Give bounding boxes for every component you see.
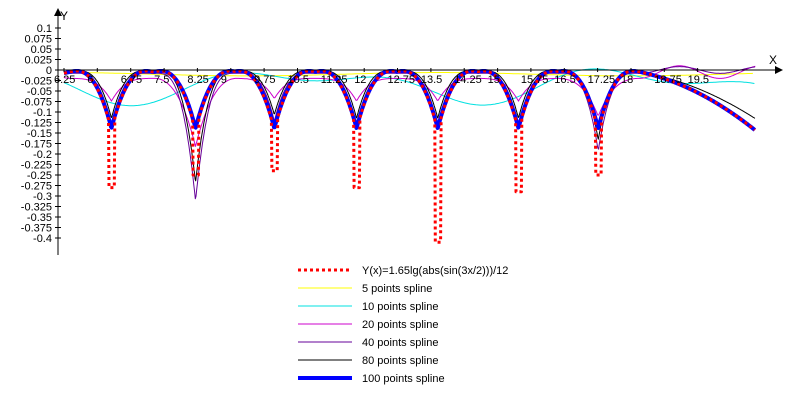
x-tick-label: 6 [87, 74, 93, 86]
x-ticks: 6.25 6 6.75 7.5 8.25 9 9.75 10.5 11.25 12 12.75 13.… [54, 68, 709, 86]
x-tick-label: 6.25 [54, 74, 75, 86]
y-tick-label: -0.025 [21, 76, 52, 88]
legend-label: Y(x)=1.65lg(abs(sin(3x/2)))/12 [362, 265, 508, 277]
y-tick-label: -0.25 [27, 170, 52, 182]
y-tick-label: -0.35 [27, 212, 52, 224]
x-tick-label: 12 [354, 74, 366, 86]
y-tick-label: -0.2 [33, 149, 52, 161]
x-tick-label: 17.25 [588, 74, 616, 86]
legend-label: 20 points spline [362, 319, 438, 331]
y-tick-label: 0.025 [24, 55, 52, 67]
y-tick-label: 0.05 [31, 44, 52, 56]
legend-label: 10 points spline [362, 301, 438, 313]
y-tick-label: -0.175 [21, 139, 52, 151]
y-tick-label: -0.075 [21, 97, 52, 109]
x-axis-arrow [775, 66, 783, 74]
series-line-0 [63, 69, 756, 244]
x-tick-label: 18.75 [654, 74, 682, 86]
y-tick-label: -0.225 [21, 160, 52, 172]
axes: X Y [54, 8, 783, 255]
y-axis-arrow [54, 8, 62, 16]
x-tick-label: 7.5 [154, 74, 169, 86]
x-tick-label: 9 [221, 74, 227, 86]
x-tick-label: 15.75 [521, 74, 549, 86]
legend-label: 100 points spline [362, 373, 445, 385]
y-tick-label: -0.05 [27, 86, 52, 98]
legend-label: 80 points spline [362, 355, 438, 367]
y-tick-label: 0.075 [24, 34, 52, 46]
x-tick-label: 19.5 [688, 74, 709, 86]
x-tick-label: 10.5 [288, 74, 309, 86]
y-axis-label: Y [60, 9, 68, 23]
legend-label: 5 points spline [362, 283, 432, 295]
series-line-5 [63, 70, 756, 182]
y-tick-label: -0.125 [21, 118, 52, 130]
legend-label: 40 points spline [362, 337, 438, 349]
y-tick-label: -0.1 [33, 107, 52, 119]
y-tick-label: -0.3 [33, 191, 52, 203]
x-axis-label: X [769, 53, 777, 67]
y-tick-label: 0.1 [37, 23, 52, 35]
x-tick-label: 12.75 [388, 74, 416, 86]
legend: Y(x)=1.65lg(abs(sin(3x/2)))/12 5 points s… [298, 265, 508, 385]
x-tick-label: 6.75 [121, 74, 142, 86]
y-tick-label: 0 [46, 65, 52, 77]
y-tick-label: -0.275 [21, 181, 52, 193]
y-tick-label: -0.4 [33, 233, 52, 245]
x-tick-label: 13.5 [421, 74, 442, 86]
y-tick-label: -0.375 [21, 223, 52, 235]
y-tick-label: -0.325 [21, 202, 52, 214]
y-tick-label: -0.15 [27, 128, 52, 140]
x-tick-label: 9.75 [254, 74, 275, 86]
x-tick-label: 14.25 [454, 74, 482, 86]
x-tick-label: 8.25 [187, 74, 208, 86]
x-tick-label: 11.25 [321, 74, 348, 86]
x-tick-label: 16.5 [554, 74, 575, 86]
y-ticks: 0.10.0750.050.0250-0.025-0.05-0.075-0.1-… [21, 23, 61, 245]
series-layer [62, 65, 757, 244]
x-tick-label: 15 [488, 74, 500, 86]
x-tick-label: 18 [621, 74, 633, 86]
series-line-4 [63, 66, 756, 200]
